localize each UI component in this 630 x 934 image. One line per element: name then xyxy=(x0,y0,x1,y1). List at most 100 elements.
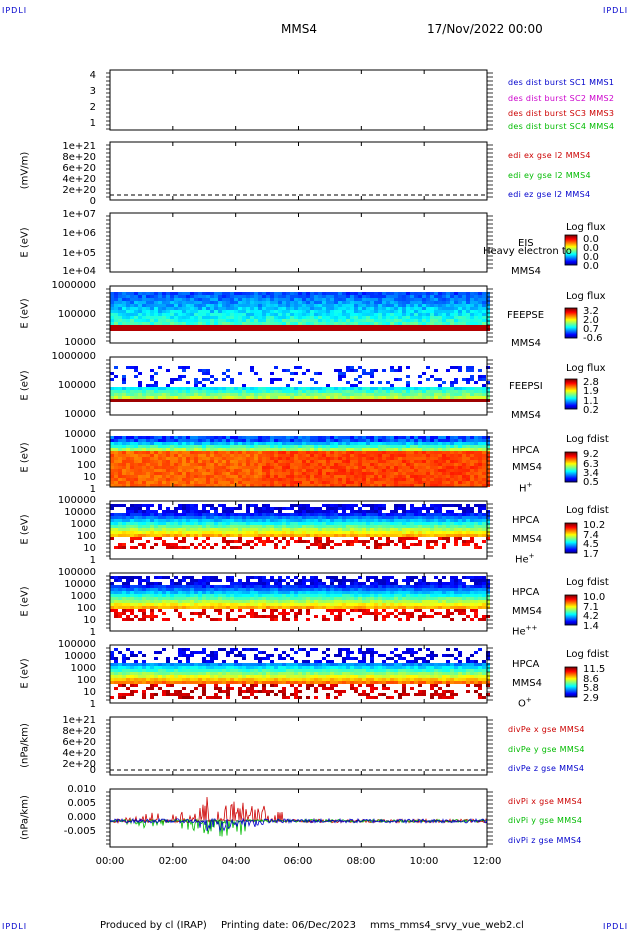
spectrogram-cell xyxy=(342,504,346,507)
spectrogram-cell xyxy=(174,442,178,445)
spectrogram-cell xyxy=(310,301,314,304)
spectrogram-cell xyxy=(146,451,150,454)
spectrogram-cell xyxy=(210,504,214,507)
spectrogram-cell xyxy=(142,295,146,298)
spectrogram-cell xyxy=(282,460,286,463)
spectrogram-cell xyxy=(190,469,194,472)
spectrogram-cell xyxy=(278,463,282,466)
spectrogram-cell xyxy=(406,448,410,451)
spectrogram-cell xyxy=(454,472,458,475)
spectrogram-cell xyxy=(150,484,154,487)
spectrogram-cell xyxy=(258,298,262,301)
spectrogram-cell xyxy=(390,460,394,463)
spectrogram-cell xyxy=(422,298,426,301)
spectrogram-cell xyxy=(162,475,166,478)
spectrogram-cell xyxy=(194,384,198,387)
spectrogram-cell xyxy=(198,313,202,316)
spectrogram-cell xyxy=(226,375,230,378)
spectrogram-cell xyxy=(410,579,414,582)
spectrogram-cell xyxy=(286,448,290,451)
spectrogram-cell xyxy=(450,316,454,319)
spectrogram-cell xyxy=(214,448,218,451)
spectrogram-cell xyxy=(338,295,342,298)
spectrogram-cell xyxy=(162,543,166,546)
spectrogram-cell xyxy=(214,439,218,442)
spectrogram-cell xyxy=(470,322,474,325)
spectrogram-cell xyxy=(430,466,434,469)
spectrogram-cell xyxy=(286,463,290,466)
spectrogram-cell xyxy=(446,369,450,372)
spectrogram-cell xyxy=(358,528,362,531)
spectrogram-cell xyxy=(142,445,146,448)
spectrogram-cell xyxy=(410,301,414,304)
spectrogram-cell xyxy=(286,466,290,469)
spectrogram-cell xyxy=(398,460,402,463)
spectrogram-cell xyxy=(182,390,186,393)
spectrogram-cell xyxy=(246,528,250,531)
spectrogram-cell xyxy=(358,451,362,454)
spectrogram-cell xyxy=(478,516,482,519)
spectrogram-cell xyxy=(162,387,166,390)
spectrogram-cell xyxy=(274,378,278,381)
spectrogram-cell xyxy=(438,475,442,478)
spectrogram-cell xyxy=(134,387,138,390)
spectrogram-cell xyxy=(198,543,202,546)
spectrogram-cell xyxy=(178,298,182,301)
spectrogram-cell xyxy=(318,295,322,298)
spectrogram-cell xyxy=(454,585,458,588)
spectrogram-cell xyxy=(258,322,262,325)
spectrogram-cell xyxy=(374,585,378,588)
spectrogram-cell xyxy=(110,576,114,579)
spectrogram-cell xyxy=(366,522,370,525)
spectrogram-cell xyxy=(234,585,238,588)
spectrogram-cell xyxy=(346,399,350,402)
spectrogram-cell xyxy=(482,292,486,295)
spectrogram-cell xyxy=(338,484,342,487)
spectrogram-cell xyxy=(158,319,162,322)
spectrogram-cell xyxy=(146,519,150,522)
spectrogram-cell xyxy=(354,531,358,534)
spectrogram-cell xyxy=(302,393,306,396)
spectrogram-cell xyxy=(442,451,446,454)
spectrogram-cell xyxy=(310,579,314,582)
spectrogram-cell xyxy=(222,372,226,375)
spectrogram-cell xyxy=(222,436,226,439)
spectrogram-cell xyxy=(482,451,486,454)
spectrogram-cell xyxy=(450,292,454,295)
spectrogram-cell xyxy=(198,319,202,322)
spectrogram-cell xyxy=(378,466,382,469)
spectrogram-cell xyxy=(218,316,222,319)
spectrogram-cell xyxy=(402,534,406,537)
spectrogram-cell xyxy=(390,304,394,307)
spectrogram-cell xyxy=(438,387,442,390)
spectrogram-cell xyxy=(362,540,366,543)
spectrogram-cell xyxy=(162,319,166,322)
spectrogram-cell xyxy=(238,481,242,484)
spectrogram-cell xyxy=(314,328,318,331)
spectrogram-cell xyxy=(398,442,402,445)
spectrogram-cell xyxy=(430,396,434,399)
spectrogram-cell xyxy=(130,390,134,393)
spectrogram-cell xyxy=(286,481,290,484)
spectrogram-cell xyxy=(426,543,430,546)
spectrogram-cell xyxy=(430,531,434,534)
spectrogram-cell xyxy=(118,546,122,549)
spectrogram-cell xyxy=(482,513,486,516)
spectrogram-cell xyxy=(214,445,218,448)
spectrogram-cell xyxy=(350,522,354,525)
spectrogram-cell xyxy=(262,451,266,454)
spectrogram-cell xyxy=(122,375,126,378)
spectrogram-cell xyxy=(226,369,230,372)
spectrogram-cell xyxy=(298,531,302,534)
spectrogram-cell xyxy=(190,484,194,487)
spectrogram-cell xyxy=(166,475,170,478)
spectrogram-cell xyxy=(338,522,342,525)
spectrogram-cell xyxy=(306,579,310,582)
spectrogram-cell xyxy=(290,478,294,481)
spectrogram-cell xyxy=(322,510,326,513)
spectrogram-cell xyxy=(110,295,114,298)
spectrogram-cell xyxy=(450,534,454,537)
spectrogram-cell xyxy=(338,325,342,328)
spectrogram-cell xyxy=(410,457,414,460)
spectrogram-cell xyxy=(110,316,114,319)
